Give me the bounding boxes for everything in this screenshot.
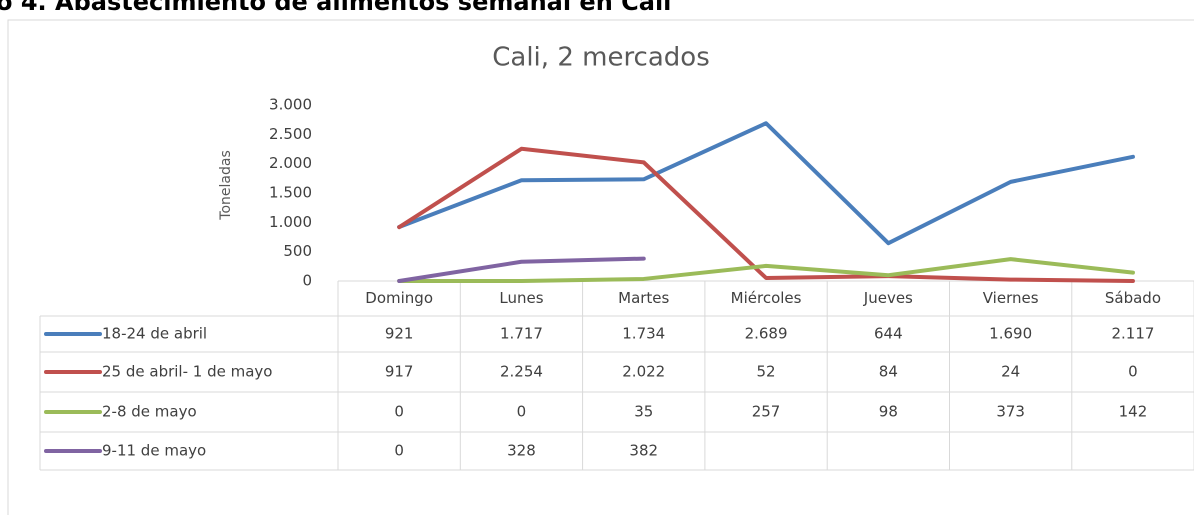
data-table-cell: 917 bbox=[385, 363, 414, 381]
data-table-cell: 1.734 bbox=[622, 325, 665, 343]
data-table-cell: 98 bbox=[879, 403, 898, 421]
x-tick-label: Sábado bbox=[1105, 289, 1161, 307]
series-line bbox=[397, 256, 646, 283]
x-tick-label: Jueves bbox=[863, 289, 913, 307]
page-title: o 4. Abastecimiento de alimentos semanal… bbox=[0, 0, 671, 16]
data-table-cell: 0 bbox=[394, 442, 404, 460]
data-table-cell: 328 bbox=[507, 442, 536, 460]
data-table-cell: 2.117 bbox=[1111, 325, 1154, 343]
x-tick-label: Miércoles bbox=[731, 289, 802, 307]
legend-label: 18-24 de abril bbox=[102, 325, 207, 343]
y-tick-label: 3.000 bbox=[269, 96, 312, 114]
chart-title: Cali, 2 mercados bbox=[492, 43, 710, 73]
data-table-cell: 2.689 bbox=[745, 325, 788, 343]
data-table-cell: 0 bbox=[517, 403, 527, 421]
series-line bbox=[397, 257, 1135, 283]
data-table-cell: 2.022 bbox=[622, 363, 665, 381]
y-tick-label: 1.000 bbox=[269, 213, 312, 231]
data-table-cell: 1.717 bbox=[500, 325, 543, 343]
data-table-cell: 257 bbox=[752, 403, 781, 421]
data-table-cell: 142 bbox=[1119, 403, 1148, 421]
y-tick-label: 0 bbox=[302, 272, 312, 290]
legend-label: 9-11 de mayo bbox=[102, 442, 206, 460]
data-table-cell: 382 bbox=[629, 442, 658, 460]
data-table-cell: 35 bbox=[634, 403, 653, 421]
data-table-cell: 644 bbox=[874, 325, 903, 343]
x-tick-label: Viernes bbox=[983, 289, 1039, 307]
y-tick-label: 2.000 bbox=[269, 154, 312, 172]
data-table-cell: 52 bbox=[757, 363, 776, 381]
data-table-cell: 1.690 bbox=[989, 325, 1032, 343]
data-table-cell: 2.254 bbox=[500, 363, 543, 381]
x-tick-label: Martes bbox=[618, 289, 669, 307]
series-line bbox=[397, 121, 1135, 246]
y-axis-label: Toneladas bbox=[218, 150, 234, 220]
y-tick-label: 1.500 bbox=[269, 184, 312, 202]
y-tick-label: 500 bbox=[283, 242, 312, 260]
data-table-cell: 24 bbox=[1001, 363, 1020, 381]
x-tick-label: Domingo bbox=[365, 289, 433, 307]
legend-label: 25 de abril- 1 de mayo bbox=[102, 363, 272, 381]
data-table-cell: 0 bbox=[1128, 363, 1138, 381]
legend-label: 2-8 de mayo bbox=[102, 403, 197, 421]
y-tick-label: 2.500 bbox=[269, 125, 312, 143]
x-tick-label: Lunes bbox=[499, 289, 543, 307]
data-table-cell: 84 bbox=[879, 363, 898, 381]
data-table-cell: 0 bbox=[394, 403, 404, 421]
series-line bbox=[397, 146, 1135, 283]
data-table-cell: 921 bbox=[385, 325, 414, 343]
data-table-cell: 373 bbox=[996, 403, 1025, 421]
